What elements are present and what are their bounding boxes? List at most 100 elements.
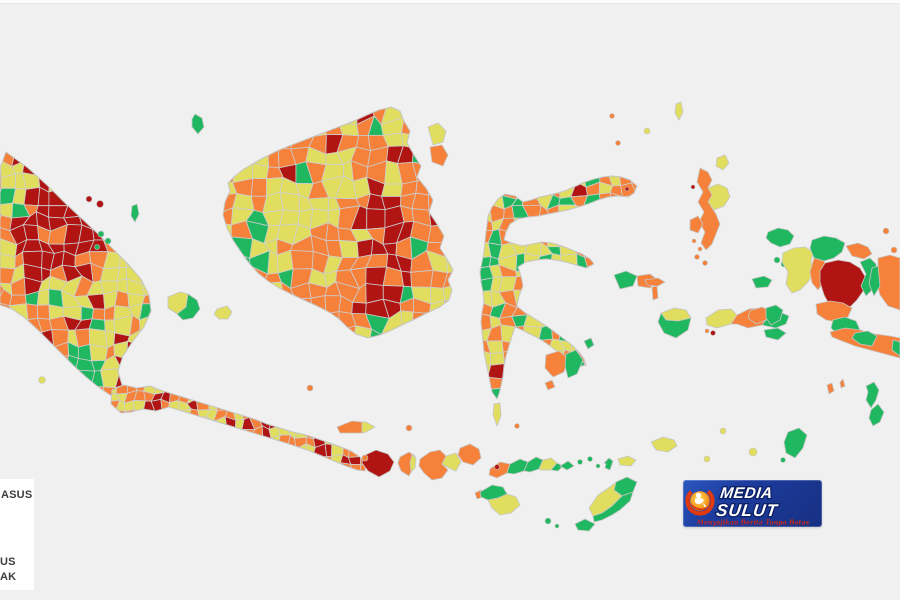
region-kangean-dot	[405, 424, 413, 432]
region-muna	[544, 350, 569, 378]
media-sulut-logo: MEDIA SULUT Menyajikan Berita Tanpa Bata…	[683, 480, 822, 527]
logo-title: MEDIA SULUT	[714, 484, 781, 522]
region-sumbawa-west	[418, 449, 449, 481]
island-java-outline	[110, 384, 367, 472]
region-manokwari-green	[809, 235, 846, 262]
region-sumbawa-east	[457, 443, 482, 466]
region-waigeo	[765, 227, 795, 248]
region-ambon-dot	[710, 330, 716, 336]
region-seram-west	[705, 308, 738, 329]
island-sumatra-outline	[0, 151, 152, 400]
region-papua-ne-orange	[845, 242, 873, 260]
logo-tagline: Menyajikan Berita Tanpa Batas	[696, 519, 810, 527]
region-halmahera-north-islet	[715, 154, 730, 171]
region-kei-1	[865, 381, 880, 409]
legend-text-fragment: US	[0, 556, 16, 568]
region-pantar-yellow	[617, 455, 637, 467]
region-obi-dot-4	[702, 260, 708, 266]
region-lombok-east-sliver	[409, 454, 417, 473]
region-obi-dot-2	[697, 246, 703, 252]
region-flores-red-dot	[494, 464, 500, 470]
region-maluku-yellow-dot	[643, 127, 651, 135]
region-biak-dot-1	[882, 227, 890, 235]
region-savu-dot-2	[554, 523, 560, 529]
region-wetar-dot-2	[703, 455, 711, 463]
region-wetar	[650, 436, 678, 453]
region-buton-dot	[583, 337, 595, 350]
region-wakatobi-dot	[544, 379, 556, 391]
top-window-strip	[0, 0, 900, 4]
region-papua-edge-green	[868, 265, 881, 297]
logo-emblem-icon	[685, 486, 715, 516]
region-sangihe-dot-2	[615, 140, 621, 146]
region-belitung	[213, 305, 233, 320]
region-savu-dot-1	[544, 517, 552, 525]
region-madura-west	[336, 420, 363, 434]
region-kalimantan-ne-cap	[427, 122, 447, 146]
region-seram-tail	[763, 327, 787, 341]
region-lingga-sliver	[130, 203, 140, 223]
legend-text-fragment: ASUS	[1, 489, 33, 501]
region-banggai-green	[613, 270, 638, 290]
region-sangihe-dot-1	[609, 113, 615, 119]
region-sula-strip	[644, 277, 666, 287]
region-salawati-dot-1	[773, 256, 781, 264]
region-manado-dot	[624, 186, 630, 192]
region-fakfak	[747, 306, 771, 325]
region-ternate-dot	[690, 184, 696, 190]
region-alor-check	[603, 457, 614, 471]
region-alor-1	[559, 460, 575, 471]
region-riau-green-2	[104, 237, 112, 245]
region-papua-red	[819, 259, 867, 314]
region-selayar	[492, 402, 502, 428]
region-kalimantan-ne-coast	[429, 144, 449, 167]
region-timor-se	[592, 491, 634, 523]
region-riau-dot-1	[85, 195, 93, 203]
island-kalimantan-outline	[222, 106, 454, 339]
region-kaimana	[765, 304, 784, 326]
region-mentawai-dot	[38, 376, 46, 384]
island-sulawesi-outline	[479, 175, 638, 401]
region-birdhead-yellow	[781, 246, 815, 294]
region-wetar-dot-1	[719, 427, 727, 435]
region-obi-dot-1	[691, 238, 697, 244]
region-misool	[751, 275, 773, 289]
region-tanimbar	[783, 427, 808, 459]
region-flores-north-dot	[514, 423, 520, 429]
region-bali	[361, 449, 395, 478]
region-aru-dot-1	[826, 382, 835, 395]
region-riau-green-3	[94, 244, 100, 250]
region-leti-dot	[748, 447, 758, 457]
region-ambon-dot-2	[704, 328, 710, 334]
region-bali-nw-dot	[361, 454, 369, 462]
region-sumba-yellow	[487, 493, 521, 516]
region-riau-green-1	[97, 230, 105, 238]
region-obi-dot-3	[694, 254, 700, 260]
small-islands-and-districts	[38, 101, 900, 532]
region-buton	[564, 349, 584, 379]
region-alor-2	[577, 459, 583, 465]
region-sula-tail	[651, 285, 659, 301]
region-madura-east	[361, 421, 376, 434]
region-rote	[574, 518, 596, 532]
region-riau-dot-2	[96, 200, 104, 208]
legend-text-fragment: AK	[0, 571, 17, 583]
island-sulawesi	[480, 176, 637, 399]
region-alor-dot	[595, 463, 601, 469]
island-sumatra	[0, 152, 151, 399]
region-biak-dot-2	[890, 246, 898, 254]
region-bangka-east	[176, 293, 201, 321]
region-flores-west	[488, 461, 511, 479]
island-kalimantan	[223, 107, 453, 338]
region-kei-2	[868, 403, 885, 427]
region-flores-green-1	[506, 458, 529, 475]
region-morotai	[674, 101, 684, 121]
region-buru-south	[657, 312, 692, 339]
region-bawean-dot	[306, 384, 314, 392]
region-aru-dot-2	[839, 378, 846, 389]
region-halmahera-south	[689, 215, 704, 234]
region-bomberai-orange	[815, 300, 853, 323]
legend-box: ASUS US AK	[0, 479, 34, 590]
